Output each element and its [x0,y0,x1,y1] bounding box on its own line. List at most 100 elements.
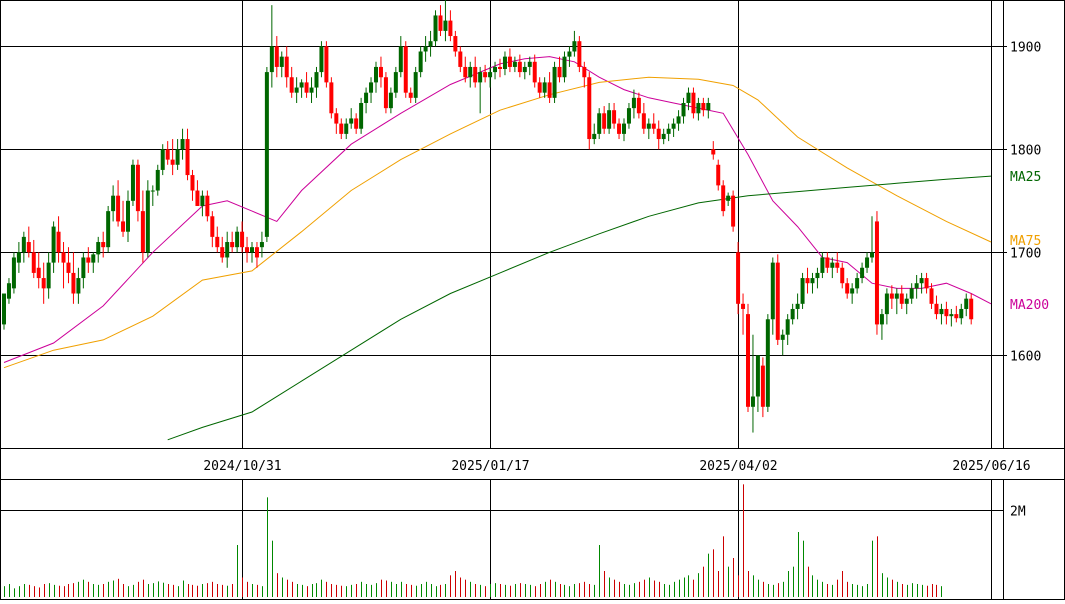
volume-bar [262,586,263,597]
candle [954,305,959,323]
candle [126,190,130,243]
volume-bar [832,584,833,597]
candle-body [21,236,26,253]
volume-bar [867,584,868,597]
candle-body [170,159,175,165]
candle-body [557,66,562,78]
candle [855,272,860,294]
candle-body [636,97,641,114]
volume-bar [321,579,322,597]
candle [314,66,319,98]
candle [51,221,56,273]
candle [830,257,835,279]
candle [240,221,245,253]
candle-body [76,278,81,294]
candle [339,118,344,140]
volume-bar [133,584,134,597]
candle [676,110,681,131]
volume-bar [520,583,521,597]
candle-body [284,56,289,78]
volume-bar [480,584,481,597]
candle-body [874,221,879,325]
candle-body [810,278,815,284]
candle-body [646,123,651,129]
volume-bar [629,584,630,597]
candle [607,102,612,134]
volume-bar [108,581,109,597]
candle-body [339,123,344,134]
candle [393,66,398,98]
volume-panel-border [0,479,1065,600]
candle-body [612,110,617,124]
volume-bar [178,586,179,597]
candle [408,87,413,103]
volume-bar [882,573,883,597]
candle [656,120,661,150]
volume-bar [98,584,99,597]
candle-body [135,164,140,212]
volume-bar [793,566,794,597]
candle-body [696,102,701,114]
volume-bar [197,585,198,597]
candle-body [750,396,755,407]
candle-body [939,308,944,315]
candle [135,159,140,222]
candle-body [597,113,602,134]
candle-body [567,51,572,57]
candle [453,30,458,57]
candle-body [195,190,200,206]
volume-bar [530,584,531,597]
volume-bar [684,577,685,597]
volume-bar [411,584,412,597]
candle [101,231,106,258]
volume-bar [356,584,357,597]
candle [304,72,309,98]
candle-body [959,308,964,319]
candle [220,236,225,263]
candle-body [393,72,398,93]
volume-bar [877,536,878,597]
volume-bar [728,566,729,597]
volume-bar [753,575,754,597]
candle [56,216,61,263]
candle [86,247,91,273]
candle [498,58,502,78]
volume-bar [842,571,843,597]
volume-bar [758,579,759,597]
candle [785,314,790,346]
volume-bar [887,577,888,597]
candle [815,267,820,289]
volume-bar [763,581,764,597]
candle [577,36,582,73]
candle-body [820,257,825,273]
candle-body [423,46,428,52]
candle-body [329,82,334,114]
volume-bar [475,584,476,597]
volume-bar [698,573,699,597]
volume-bar [817,579,818,597]
candle [329,77,334,119]
candle-body [954,314,959,319]
candle-body [770,262,775,320]
candle-body [274,46,279,67]
volume-bar [495,583,496,597]
candle-body [359,102,364,129]
price-tick-label: 1900 [1010,41,1041,56]
candle [651,113,656,134]
candle [765,314,770,412]
candle [76,267,81,304]
candle-body [716,164,721,186]
candle [443,0,448,42]
volume-bar [594,584,595,597]
volume-bar [857,584,858,597]
volume-bar [282,577,283,597]
candle [294,77,299,103]
candle [641,102,646,134]
candle-body [240,231,245,248]
candle-body [904,298,909,304]
moving-average-labels: MA200 MA75 MA25 [1010,170,1049,313]
volume-bar [19,586,20,597]
candle [388,87,393,114]
volume-bar [798,532,799,597]
